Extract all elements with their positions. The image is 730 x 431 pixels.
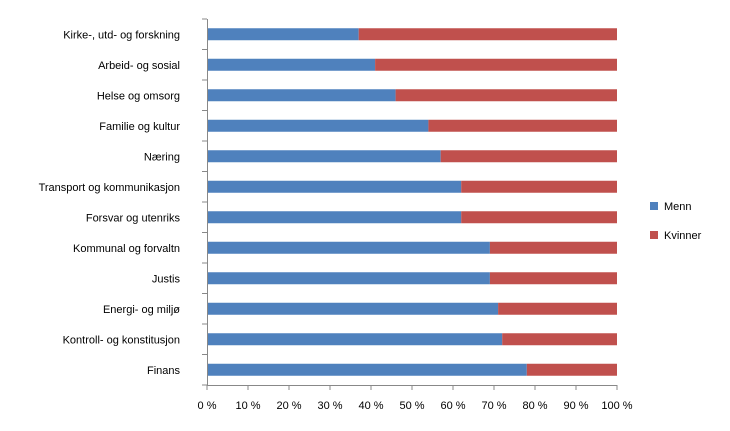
bar-kvinner-0 <box>358 28 617 41</box>
bar-menn-3 <box>207 119 429 132</box>
legend-label-kvinner: Kvinner <box>664 230 702 242</box>
x-tick-label: 100 % <box>601 400 632 412</box>
bar-menn-9 <box>207 302 499 315</box>
category-label: Justis <box>152 273 181 285</box>
bar-menn-7 <box>207 241 490 254</box>
category-label: Næring <box>144 151 180 163</box>
bar-menn-4 <box>207 150 441 163</box>
bar-menn-6 <box>207 211 462 224</box>
x-tick-label: 90 % <box>563 400 588 412</box>
category-label: Energi- og miljø <box>103 304 180 316</box>
bar-kvinner-4 <box>440 150 617 163</box>
bar-menn-5 <box>207 180 462 193</box>
category-label: Transport og kommunikasjon <box>39 182 180 194</box>
category-label: Kirke-, utd- og forskning <box>63 29 180 41</box>
bars-layer <box>207 28 617 376</box>
x-tick-label: 0 % <box>198 400 217 412</box>
bar-menn-8 <box>207 272 490 285</box>
x-tick-label: 60 % <box>440 400 465 412</box>
bar-kvinner-8 <box>489 272 617 285</box>
x-tick-label: 80 % <box>522 400 547 412</box>
legend-swatch-kvinner <box>650 231 658 239</box>
bar-menn-11 <box>207 363 527 376</box>
x-tick-label: 70 % <box>481 400 506 412</box>
category-label: Forsvar og utenriks <box>86 212 181 224</box>
bar-menn-10 <box>207 333 503 346</box>
bar-menn-2 <box>207 89 396 102</box>
category-label: Arbeid- og sosial <box>98 60 180 72</box>
legend-swatch-menn <box>650 202 658 210</box>
bar-kvinner-5 <box>461 180 617 193</box>
bar-kvinner-6 <box>461 211 617 224</box>
bar-kvinner-7 <box>489 241 617 254</box>
x-tick-label: 50 % <box>399 400 424 412</box>
category-label: Kontroll- og konstitusjon <box>63 334 180 346</box>
legend-label-menn: Menn <box>664 201 692 213</box>
category-label: Familie og kultur <box>99 121 180 133</box>
category-label: Finans <box>147 365 181 377</box>
x-tick-label: 30 % <box>317 400 342 412</box>
bar-menn-1 <box>207 58 376 71</box>
labels-layer: Kirke-, utd- og forskning Arbeid- og sosi… <box>39 29 633 412</box>
category-label: Kommunal og forvaltn <box>73 243 180 255</box>
axes-layer <box>202 18 618 390</box>
bar-kvinner-1 <box>375 58 617 71</box>
legend: Menn Kvinner <box>650 201 702 242</box>
bar-kvinner-11 <box>526 363 617 376</box>
x-tick-label: 20 % <box>276 400 301 412</box>
bar-kvinner-10 <box>502 333 617 346</box>
x-tick-label: 10 % <box>235 400 260 412</box>
category-label: Helse og omsorg <box>97 90 180 102</box>
x-tick-label: 40 % <box>358 400 383 412</box>
bar-kvinner-3 <box>428 119 617 132</box>
bar-kvinner-2 <box>395 89 617 102</box>
bar-kvinner-9 <box>498 302 617 315</box>
bar-menn-0 <box>207 28 359 41</box>
